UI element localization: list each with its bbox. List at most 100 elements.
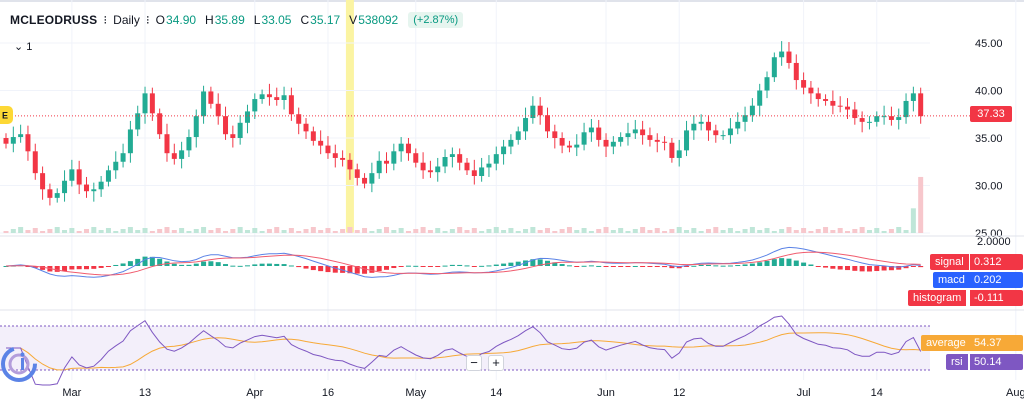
macd-histogram-bar [779, 258, 785, 266]
candle-body [347, 159, 353, 170]
macd-histogram-bar [54, 266, 60, 272]
volume-bar [310, 227, 316, 233]
volume-bar [647, 230, 653, 233]
x-tick-label: Jul [797, 387, 811, 399]
volume-bar [25, 230, 31, 233]
volume-bar [369, 231, 375, 233]
macd-histogram-bar [347, 266, 353, 274]
candle-body [340, 157, 346, 160]
macd-histogram-bar [691, 265, 697, 267]
candle-body [105, 170, 111, 182]
macd-y-tick: 2.0000 [977, 236, 1011, 248]
macd-histogram-bar [237, 265, 243, 267]
volume-bar [793, 230, 799, 233]
macd-histogram-bar [83, 266, 89, 270]
volume-bar [10, 229, 16, 233]
candle-body [186, 137, 192, 151]
candle-body [588, 127, 594, 133]
volume-bar [727, 228, 733, 233]
macd-histogram-bar [310, 266, 316, 271]
collapse-indicators-button[interactable]: ⌄ 1 [14, 40, 32, 53]
volume-bar [376, 229, 382, 233]
x-tick-label: Apr [246, 387, 263, 399]
macd-histogram-bar [40, 266, 46, 270]
candle-body [157, 113, 163, 135]
macd-histogram-bar [332, 266, 338, 273]
volume-bar [815, 229, 821, 233]
macd-histogram-bar [384, 266, 390, 270]
candle-body [69, 169, 75, 181]
volume-bar [69, 228, 75, 233]
candle-body [603, 139, 609, 147]
macd-histogram-bar [318, 266, 324, 272]
candle-body [25, 134, 31, 152]
macd-histogram-bar [903, 266, 909, 269]
candle-body [544, 115, 550, 132]
macd-histogram-bar [757, 262, 763, 266]
symbol-name[interactable]: MCLEODRUSS [10, 13, 98, 27]
volume-bar [288, 228, 294, 233]
candle-body [164, 134, 170, 154]
macd-histogram-bar [157, 258, 163, 266]
volume-bar [896, 227, 902, 233]
histogram-label: histogram [908, 290, 967, 306]
candle-body [537, 105, 543, 116]
macd-histogram-bar [508, 262, 514, 266]
volume-bar [142, 228, 148, 233]
volume-bar [164, 227, 170, 233]
volume-bar [676, 227, 682, 233]
candle-body [3, 138, 9, 144]
volume-bar [786, 227, 792, 233]
zoom-in-button[interactable]: + [488, 355, 504, 371]
candle-body [259, 94, 265, 100]
zoom-out-button[interactable]: − [466, 355, 482, 371]
macd-histogram-bar [493, 264, 499, 266]
macd-histogram-bar [391, 266, 397, 269]
volume-bar [186, 231, 192, 233]
candle-body [823, 99, 829, 101]
volume-bar [559, 229, 565, 233]
candle-body [486, 163, 492, 168]
macd-histogram-bar [120, 263, 126, 266]
macd-histogram-bar [398, 266, 404, 267]
separator-dots-icon: ⁝ [145, 13, 150, 27]
candle-body [786, 51, 792, 63]
signal-label: signal [930, 254, 969, 270]
interval-label[interactable]: Daily [113, 13, 140, 27]
chevron-down-icon: ⌄ [14, 41, 24, 53]
macd-histogram-bar [574, 266, 580, 267]
volume-bar [486, 229, 492, 233]
volume-bar [713, 227, 719, 233]
macd-histogram-bar [874, 266, 880, 272]
volume-bar [384, 227, 390, 233]
macd-histogram-bar [918, 266, 924, 268]
candle-body [230, 134, 236, 138]
macd-histogram-bar [486, 265, 492, 267]
volume-bar [764, 228, 770, 233]
candle-body [896, 117, 902, 120]
candle-body [881, 116, 887, 118]
macd-histogram-bar [274, 263, 280, 266]
change-badge: (+2.87%) [408, 12, 464, 28]
highlight-column [345, 0, 354, 233]
top-border [0, 0, 1024, 2]
candle-body [398, 143, 404, 152]
candle-body [910, 93, 916, 101]
candle-body [420, 162, 426, 171]
macd-histogram-bar [530, 259, 536, 266]
high-value: 35.89 [214, 13, 245, 27]
volume-bar [318, 230, 324, 233]
event-icon[interactable]: E [0, 106, 13, 124]
close-label: C [300, 13, 310, 27]
candle-body [596, 127, 602, 140]
volume-bar [83, 229, 89, 233]
macd-line [5, 246, 921, 278]
volume-bar [3, 231, 9, 233]
candle-body [830, 100, 836, 106]
macd-histogram-bar [244, 265, 250, 267]
macd-histogram-bar [705, 264, 711, 266]
candle-body [566, 145, 572, 148]
volume-bar [574, 230, 580, 233]
candle-body [274, 97, 280, 100]
